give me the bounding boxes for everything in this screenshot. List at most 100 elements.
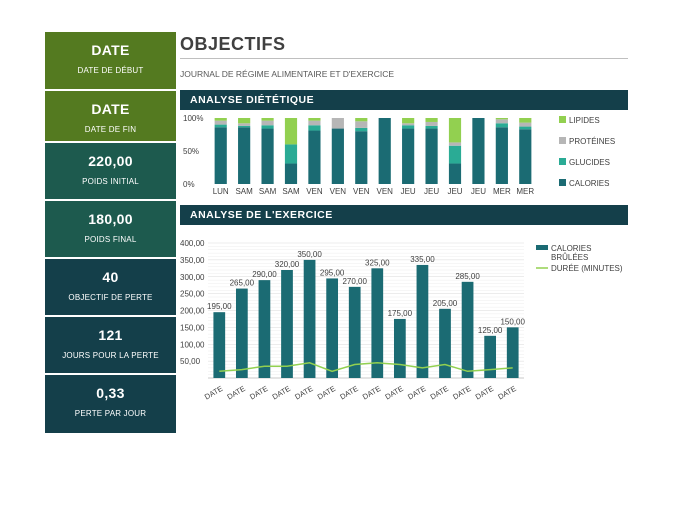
days-to-loss-value: 121 <box>98 327 123 343</box>
page-title: OBJECTIFS <box>180 34 286 54</box>
end-date-label: DATE DE FIN <box>84 125 137 134</box>
diet-analysis-chart: 100% 50% 0% LUN SAM SAM SAM VEN VEN VEN VEN JEU JEU J… <box>183 114 615 196</box>
exercise-x-label: DATE <box>496 384 517 402</box>
diet-bar-segment <box>238 118 251 124</box>
exercise-bar <box>416 264 429 378</box>
diet-bar-segment <box>284 163 298 184</box>
exercise-data-label: 175,00 <box>388 309 413 318</box>
final-weight-value: 180,00 <box>88 211 133 227</box>
page-subtitle: JOURNAL DE RÉGIME ALIMENTAIRE ET D'EXERC… <box>180 69 395 79</box>
exercise-x-label: DATE <box>451 384 472 402</box>
diet-bar-segment <box>448 118 462 143</box>
exercise-x-label: DATE <box>384 384 405 402</box>
exercise-x-label: DATE <box>248 384 269 402</box>
exercise-analysis-header: ANALYSE DE L'EXERCICE <box>180 205 628 225</box>
calories-legend-swatch <box>536 245 548 250</box>
exercise-x-label: DATE <box>203 384 224 402</box>
diet-bar-segment <box>214 120 227 125</box>
diet-x-label: LUN <box>213 187 229 196</box>
diet-bar-segment <box>355 121 368 128</box>
diet-bar-segment <box>214 127 227 184</box>
exercise-data-label: 125,00 <box>478 326 503 335</box>
exercise-bar <box>484 335 497 378</box>
exercise-data-label: 205,00 <box>433 299 458 308</box>
exercise-bar <box>258 280 271 378</box>
diet-bar-segment <box>214 124 227 128</box>
loss-per-day-card: 0,33 PERTE PAR JOUR <box>45 375 176 433</box>
days-to-loss-label: JOURS POUR LA PERTE <box>62 351 159 360</box>
exercise-y-tick: 100,00 <box>180 340 205 349</box>
start-date-card: DATE DATE DE DÉBUT <box>45 32 176 89</box>
diet-bar-segment <box>355 118 368 122</box>
diet-bar-segment <box>402 118 415 124</box>
diet-bar-segment <box>238 125 251 128</box>
diet-legend-label: CALORIES <box>569 179 609 188</box>
loss-goal-value: 40 <box>102 269 119 285</box>
exercise-x-label: DATE <box>361 384 382 402</box>
exercise-y-tick: 250,00 <box>180 290 205 299</box>
exercise-y-tick: 50,00 <box>180 357 201 366</box>
diet-bar-segment <box>495 127 508 184</box>
diet-bar-segment <box>402 125 415 129</box>
exercise-x-label: DATE <box>474 384 495 402</box>
duration-legend-label: DURÉE (MINUTES) <box>551 264 623 273</box>
exercise-y-tick: 400,00 <box>180 239 205 248</box>
end-date-value: DATE <box>91 101 130 117</box>
duration-line <box>219 362 513 373</box>
diet-x-label: VEN <box>376 187 393 196</box>
exercise-x-label: DATE <box>316 384 337 402</box>
exercise-bar <box>235 288 248 378</box>
start-date-value: DATE <box>91 42 130 58</box>
diet-x-label: MER <box>493 187 511 196</box>
diet-bar-segment <box>214 118 227 121</box>
exercise-x-label: DATE <box>338 384 359 402</box>
exercise-data-label: 285,00 <box>455 272 480 281</box>
diet-legend-label: GLUCIDES <box>569 158 610 167</box>
diet-x-label: SAM <box>259 187 277 196</box>
diet-bar-segment <box>519 122 532 127</box>
exercise-bar <box>371 268 384 378</box>
loss-goal-label: OBJECTIF DE PERTE <box>68 293 153 302</box>
diet-bar-segment <box>448 163 462 184</box>
exercise-data-label: 290,00 <box>252 270 277 279</box>
exercise-x-label: DATE <box>271 384 292 402</box>
diet-bar-segment <box>402 123 415 126</box>
exercise-data-label: 350,00 <box>297 250 322 259</box>
diet-bar-segment <box>495 119 508 124</box>
diet-bar-segment <box>308 120 321 126</box>
diet-bar-segment <box>495 123 508 128</box>
diet-bar-segment <box>331 128 344 184</box>
diet-bar-segment <box>261 120 274 126</box>
initial-weight-value: 220,00 <box>88 153 133 169</box>
diet-x-label: JEU <box>447 187 462 196</box>
end-date-card: DATE DATE DE FIN <box>45 91 176 141</box>
diet-bar-segment <box>495 118 508 120</box>
loss-per-day-label: PERTE PAR JOUR <box>74 409 147 418</box>
diet-bar-segment <box>331 118 344 129</box>
title-divider <box>180 58 628 59</box>
exercise-y-tick: 150,00 <box>180 323 205 332</box>
diet-legend-label: LIPIDES <box>569 116 600 125</box>
exercise-y-tick: 350,00 <box>180 256 205 265</box>
diet-legend-swatch <box>559 179 566 186</box>
diet-bar-segment <box>472 118 485 184</box>
diet-bar-segment <box>238 127 251 184</box>
start-date-label: DATE DE DÉBUT <box>77 66 144 75</box>
diet-bar-segment <box>355 127 368 132</box>
diet-bar-segment <box>261 125 274 129</box>
diet-x-label: JEU <box>401 187 416 196</box>
exercise-bar <box>348 286 361 378</box>
diet-bar-segment <box>519 129 532 184</box>
diet-y-tick: 50% <box>183 147 199 156</box>
diet-bar-segment <box>308 118 321 121</box>
diet-bar-segment <box>519 118 532 123</box>
diet-legend-swatch <box>559 158 566 165</box>
exercise-bar <box>506 327 519 378</box>
diet-y-tick: 100% <box>183 114 203 123</box>
initial-weight-card: 220,00 POIDS INITIAL <box>45 143 176 199</box>
exercise-bar <box>303 259 316 378</box>
exercise-bar <box>281 270 293 378</box>
exercise-data-label: 150,00 <box>500 317 525 326</box>
exercise-data-label: 320,00 <box>275 260 300 269</box>
exercise-data-label: 335,00 <box>410 255 435 264</box>
